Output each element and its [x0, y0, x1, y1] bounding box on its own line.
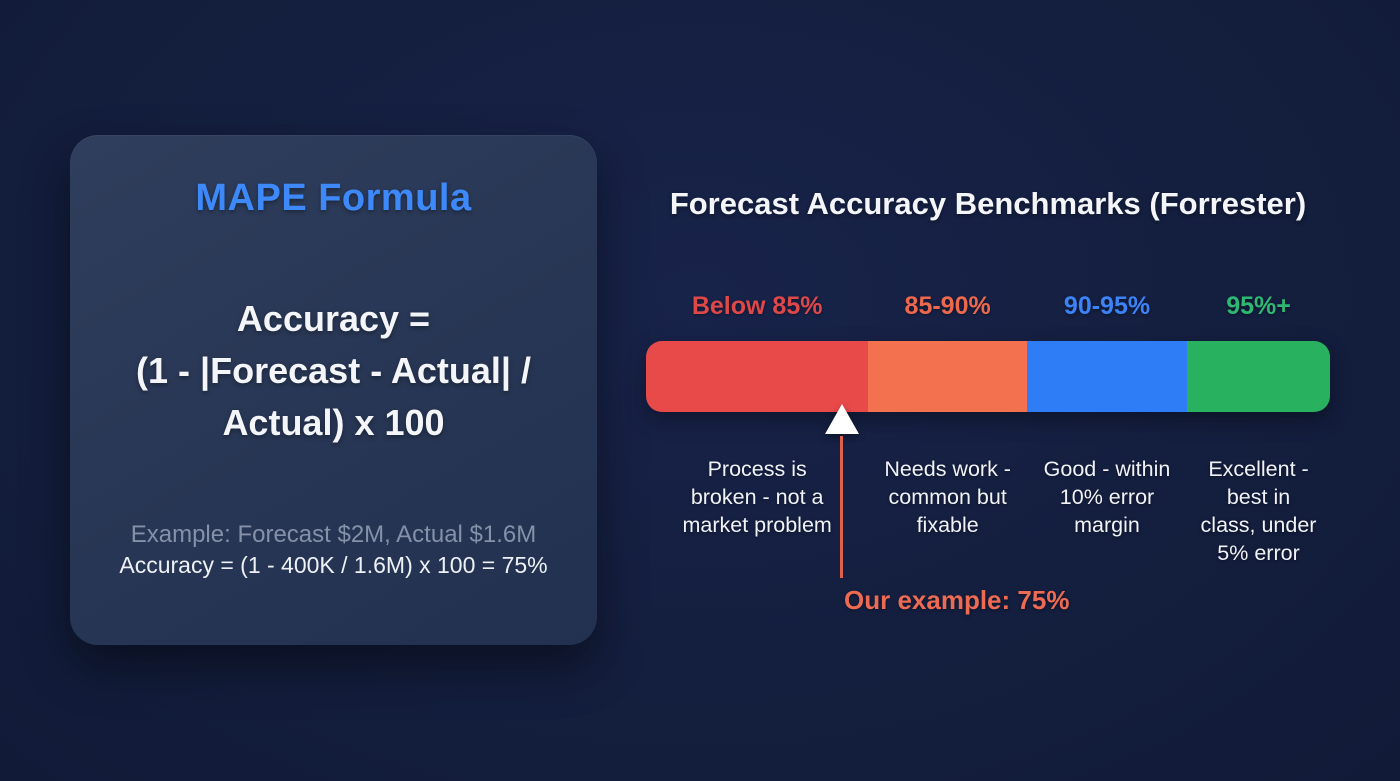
formula-example: Example: Forecast $2M, Actual $1.6M Accu… [70, 519, 597, 581]
example-calculation: Accuracy = (1 - 400K / 1.6M) x 100 = 75% [119, 552, 548, 578]
range-label-below-85: Below 85% [691, 292, 823, 320]
example-marker-label: Our example: 75% [844, 585, 1070, 615]
segment-descriptions-row: Process is broken - not a market problem… [646, 455, 1330, 567]
description-below-85: Process is broken - not a market problem [682, 457, 832, 537]
range-label-85-90: 85-90% [904, 292, 991, 320]
formula-line-1: Accuracy = [236, 298, 431, 339]
range-label-95-plus: 95%+ [1226, 292, 1291, 320]
bar-segment-below-85 [646, 341, 869, 412]
description-95-plus: Excellent - best in class, under 5% erro… [1200, 457, 1317, 565]
mape-formula-card: MAPE Formula Accuracy = (1 - |Forecast -… [70, 135, 597, 645]
formula-text: Accuracy = (1 - |Forecast - Actual| / Ac… [70, 293, 597, 449]
formula-line-2: (1 - |Forecast - Actual| / [136, 350, 531, 391]
description-90-95: Good - within 10% error margin [1043, 457, 1171, 537]
example-marker-line [840, 436, 843, 578]
chart-title: Forecast Accuracy Benchmarks (Forrester) [669, 186, 1307, 221]
bar-segment-95-plus [1187, 341, 1330, 412]
example-inputs: Example: Forecast $2M, Actual $1.6M [130, 521, 537, 548]
bar-segment-90-95 [1026, 341, 1188, 412]
example-marker-triangle-icon [825, 404, 859, 434]
description-85-90: Needs work - common but fixable [884, 457, 1011, 537]
range-label-90-95: 90-95% [1063, 292, 1151, 320]
range-labels-row: Below 85% 85-90% 90-95% 95%+ [646, 290, 1330, 322]
bar-segment-85-90 [868, 341, 1027, 412]
card-title: MAPE Formula [195, 177, 472, 219]
formula-line-3: Actual) x 100 [222, 402, 445, 443]
benchmark-scale-bar [646, 341, 1330, 412]
